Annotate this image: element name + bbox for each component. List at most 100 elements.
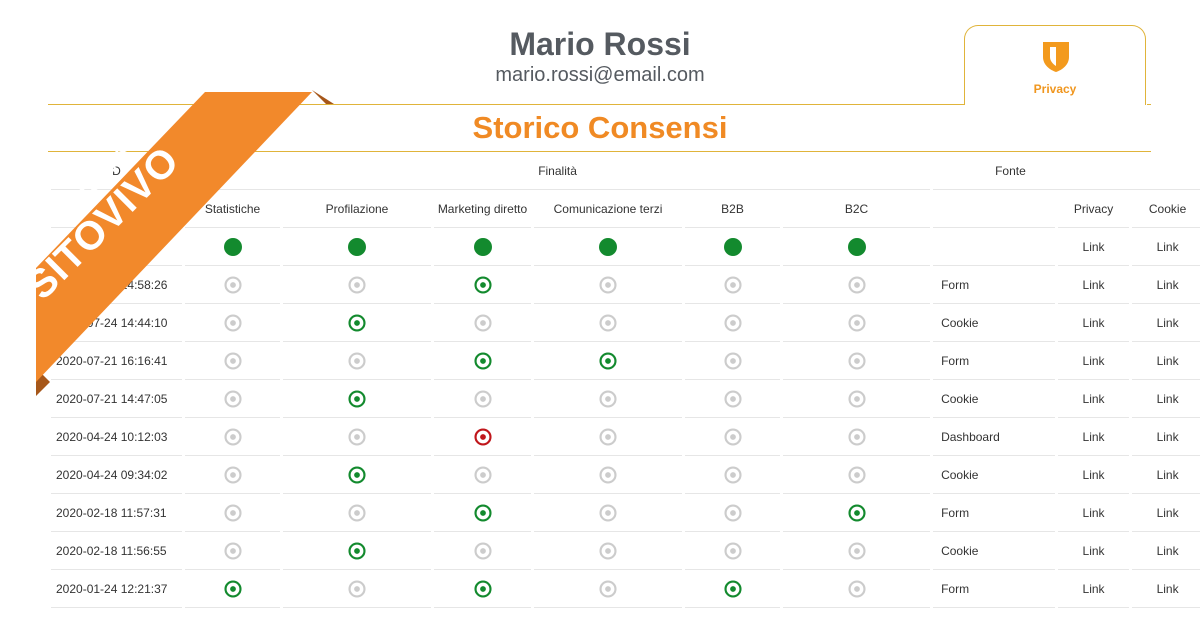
row-link-privacy[interactable]: Link bbox=[1058, 380, 1130, 418]
row-link-privacy[interactable]: Link bbox=[1058, 418, 1130, 456]
row-link-privacy[interactable]: Link bbox=[1058, 570, 1130, 608]
row-date: 2020-01-24 12:21:37 bbox=[51, 570, 182, 608]
consent-none-icon bbox=[599, 541, 617, 560]
row-link-cookie[interactable]: Link bbox=[1132, 342, 1200, 380]
row-consent-b2c bbox=[783, 494, 931, 532]
row-consent-marketing-diretto bbox=[434, 570, 531, 608]
consent-none-icon bbox=[723, 465, 742, 484]
summary-link-cookie[interactable]: Link bbox=[1132, 228, 1200, 266]
row-consent-statistiche bbox=[185, 304, 280, 342]
table-row: 2020-02-18 11:56:55 Cookie Link Link bbox=[51, 532, 1200, 570]
header-b2b: B2B bbox=[685, 190, 780, 228]
consent-none-icon bbox=[223, 351, 242, 370]
header-date-group: D bbox=[51, 152, 182, 190]
status-full-icon bbox=[723, 237, 742, 256]
row-consent-profilazione bbox=[283, 304, 431, 342]
row-link-cookie[interactable]: Link bbox=[1132, 304, 1200, 342]
row-link-privacy[interactable]: Link bbox=[1058, 532, 1130, 570]
consent-none-icon bbox=[223, 503, 242, 522]
row-consent-comunicazione-terzi bbox=[534, 342, 682, 380]
consent-none-icon bbox=[348, 503, 366, 522]
consent-revoked-icon bbox=[473, 427, 492, 446]
header-fonte: Fonte bbox=[933, 152, 1200, 190]
row-link-cookie[interactable]: Link bbox=[1132, 266, 1200, 304]
row-consent-b2b bbox=[685, 570, 780, 608]
header-marketing-diretto: Marketing diretto bbox=[434, 190, 531, 228]
table-row: 2020-07-21 16:16:41 Form Link Link bbox=[51, 342, 1200, 380]
consent-given-icon bbox=[223, 579, 242, 598]
row-consent-b2c bbox=[783, 304, 931, 342]
row-consent-b2c bbox=[783, 456, 931, 494]
row-consent-marketing-diretto bbox=[434, 380, 531, 418]
tab-privacy[interactable]: Privacy bbox=[964, 25, 1146, 105]
row-link-privacy[interactable]: Link bbox=[1058, 266, 1130, 304]
consent-none-icon bbox=[847, 579, 866, 598]
row-source: Dashboard bbox=[933, 418, 1056, 456]
consent-none-icon bbox=[723, 313, 742, 332]
consent-none-icon bbox=[723, 275, 742, 294]
row-date: 2020-02-18 11:57:31 bbox=[51, 494, 182, 532]
row-consent-comunicazione-terzi bbox=[534, 456, 682, 494]
row-date: 2020-07-24 14:44:10 bbox=[51, 304, 182, 342]
status-full-icon bbox=[223, 237, 242, 256]
consent-none-icon bbox=[723, 351, 742, 370]
consent-none-icon bbox=[223, 389, 242, 408]
header-comunicazione-terzi: Comunicazione terzi bbox=[534, 190, 682, 228]
consent-none-icon bbox=[473, 389, 492, 408]
summary-b2b bbox=[685, 228, 780, 266]
table-row: 2020-01-24 12:21:37 Form Link Link bbox=[51, 570, 1200, 608]
row-link-cookie[interactable]: Link bbox=[1132, 494, 1200, 532]
row-consent-b2b bbox=[685, 304, 780, 342]
consent-given-icon bbox=[348, 465, 366, 484]
row-link-cookie[interactable]: Link bbox=[1132, 456, 1200, 494]
row-date: 2020-07-24 14:58:26 bbox=[51, 266, 182, 304]
row-consent-b2c bbox=[783, 380, 931, 418]
row-date: 2020-02-18 11:56:55 bbox=[51, 532, 182, 570]
summary-b2c bbox=[783, 228, 931, 266]
row-link-cookie[interactable]: Link bbox=[1132, 380, 1200, 418]
row-link-privacy[interactable]: Link bbox=[1058, 494, 1130, 532]
table-row: 2020-04-24 09:34:02 Cookie Link Link bbox=[51, 456, 1200, 494]
row-link-privacy[interactable]: Link bbox=[1058, 456, 1130, 494]
row-consent-comunicazione-terzi bbox=[534, 304, 682, 342]
consent-none-icon bbox=[348, 275, 366, 294]
consent-none-icon bbox=[223, 275, 242, 294]
table-row: 2020-07-21 14:47:05 Cookie Link Link bbox=[51, 380, 1200, 418]
row-date: 2020-07-21 14:47:05 bbox=[51, 380, 182, 418]
consent-none-icon bbox=[473, 313, 492, 332]
summary-link-privacy[interactable]: Link bbox=[1058, 228, 1130, 266]
row-consent-statistiche bbox=[185, 418, 280, 456]
row-link-cookie[interactable]: Link bbox=[1132, 532, 1200, 570]
consent-none-icon bbox=[847, 427, 866, 446]
row-consent-b2b bbox=[685, 494, 780, 532]
consent-none-icon bbox=[723, 389, 742, 408]
consent-none-icon bbox=[723, 503, 742, 522]
consent-none-icon bbox=[223, 541, 242, 560]
consent-history-table: D Finalità Fonte Statistiche Profilazion… bbox=[48, 152, 1200, 608]
row-consent-profilazione bbox=[283, 342, 431, 380]
consent-none-icon bbox=[348, 351, 366, 370]
row-link-privacy[interactable]: Link bbox=[1058, 304, 1130, 342]
row-consent-marketing-diretto bbox=[434, 342, 531, 380]
row-consent-b2c bbox=[783, 266, 931, 304]
row-link-cookie[interactable]: Link bbox=[1132, 570, 1200, 608]
consent-none-icon bbox=[223, 427, 242, 446]
header-date bbox=[51, 190, 182, 228]
section-title: Storico Consensi bbox=[472, 110, 728, 145]
consent-none-icon bbox=[723, 427, 742, 446]
user-name: Mario Rossi bbox=[509, 26, 691, 62]
row-consent-statistiche bbox=[185, 266, 280, 304]
header-finalita: Finalità bbox=[185, 152, 931, 190]
status-full-icon bbox=[599, 237, 617, 256]
row-link-cookie[interactable]: Link bbox=[1132, 418, 1200, 456]
consent-given-icon bbox=[473, 579, 492, 598]
row-date: 2020-07-21 16:16:41 bbox=[51, 342, 182, 380]
row-consent-marketing-diretto bbox=[434, 418, 531, 456]
row-consent-marketing-diretto bbox=[434, 532, 531, 570]
consent-given-icon bbox=[348, 389, 366, 408]
consent-given-icon bbox=[473, 503, 492, 522]
row-link-privacy[interactable]: Link bbox=[1058, 342, 1130, 380]
row-source: Form bbox=[933, 494, 1056, 532]
row-source: Cookie bbox=[933, 380, 1056, 418]
header-statistiche: Statistiche bbox=[185, 190, 280, 228]
